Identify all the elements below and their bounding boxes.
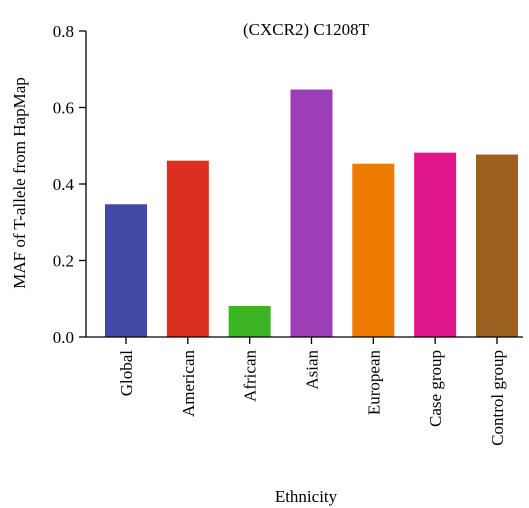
y-tick-label: 0.2: [53, 252, 74, 271]
x-tick-label: Control group: [488, 350, 507, 446]
x-tick-label: Case group: [426, 350, 445, 427]
bar: [228, 306, 271, 337]
bar: [166, 160, 209, 337]
bar: [352, 163, 395, 337]
y-axis-title: MAF of T-allele from HapMap: [10, 77, 29, 289]
y-tick-label: 0.4: [53, 175, 75, 194]
chart-title: (CXCR2) C1208T: [243, 20, 370, 39]
x-tick-label: Asian: [302, 350, 321, 390]
x-tick-label: African: [241, 350, 260, 402]
y-tick-label: 0.0: [53, 328, 74, 347]
x-tick-label: Global: [117, 350, 136, 397]
y-tick-label: 0.6: [53, 99, 74, 118]
bar: [105, 204, 147, 337]
x-axis-title: Ethnicity: [275, 487, 338, 506]
bars: [105, 89, 518, 338]
y-tick-label: 0.8: [53, 22, 74, 41]
y-axis: 0.0 0.2 0.4 0.6 0.8: [53, 22, 87, 347]
x-axis: Global American African Asian European Case g…: [86, 336, 523, 446]
bar: [290, 89, 333, 338]
bar: [414, 152, 457, 337]
x-tick-label: European: [364, 350, 383, 416]
bar: [475, 154, 518, 337]
x-tick-label: American: [179, 350, 198, 418]
